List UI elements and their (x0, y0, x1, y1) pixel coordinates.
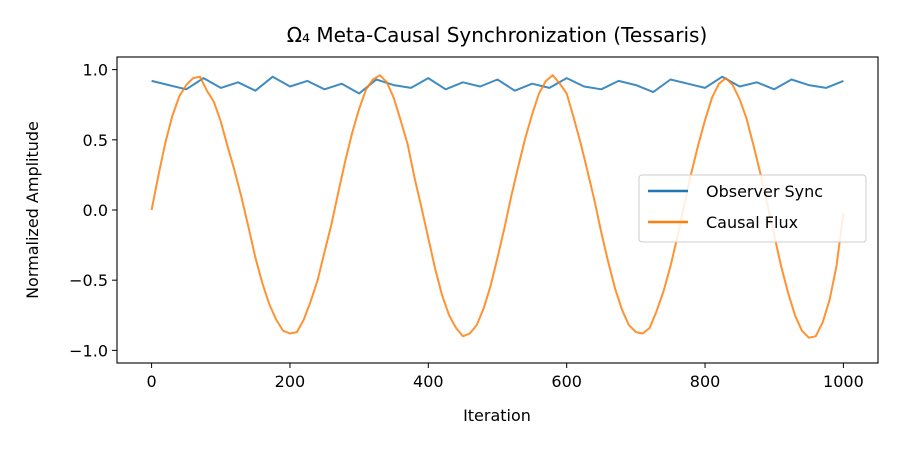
legend-box (638, 174, 867, 243)
y-axis-label: Normalized Amplitude (23, 121, 42, 299)
y-tick-label: −0.5 (69, 271, 108, 290)
x-tick-label: 800 (690, 372, 721, 391)
series-layer (150, 74, 845, 339)
x-axis-ticks: 0 200 400 600 800 1000 (146, 363, 864, 391)
y-tick-label: 0.0 (83, 201, 108, 220)
series-line-causal-flux (150, 74, 845, 339)
x-tick-label: 600 (551, 372, 582, 391)
y-tick-label: 0.5 (83, 131, 108, 150)
x-tick-label: 0 (146, 372, 156, 391)
x-tick-label: 400 (413, 372, 444, 391)
y-tick-label: 1.0 (83, 61, 108, 80)
legend: Observer Sync Causal Flux (638, 174, 867, 243)
legend-label-causal-flux: Causal Flux (706, 213, 798, 232)
x-tick-label: 200 (275, 372, 306, 391)
y-axis-ticks: −1.0 −0.5 0.0 0.5 1.0 (69, 61, 117, 360)
y-tick-label: −1.0 (69, 341, 108, 360)
legend-label-observer-sync: Observer Sync (706, 182, 823, 201)
x-axis-label: Iteration (463, 406, 531, 425)
x-tick-label: 1000 (823, 372, 864, 391)
chart-title: Ω₄ Meta-Causal Synchronization (Tessaris… (287, 23, 708, 47)
